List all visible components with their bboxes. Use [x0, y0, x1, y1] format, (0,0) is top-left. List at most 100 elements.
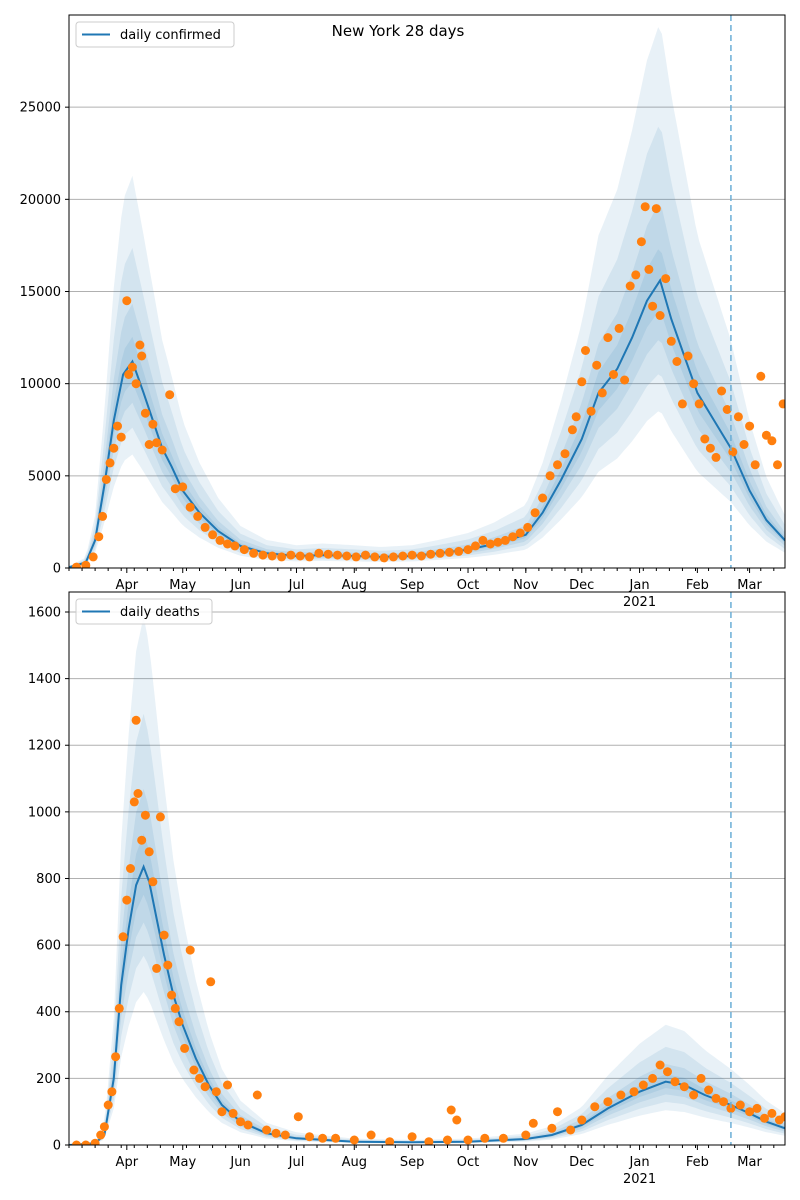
x-tick-label: Sep: [400, 1155, 425, 1170]
observed-point: [114, 1003, 124, 1013]
observed-point: [124, 370, 134, 379]
observed-point: [239, 545, 249, 555]
observed-point: [157, 445, 167, 455]
observed-point: [616, 1090, 626, 1100]
observed-point: [620, 375, 630, 385]
observed-point: [137, 835, 147, 845]
plot-area: [69, 616, 785, 1145]
observed-point: [644, 264, 654, 274]
observed-point: [140, 408, 150, 418]
observed-point: [663, 1067, 672, 1077]
observed-point: [267, 551, 277, 561]
y-tick-label: 10000: [20, 377, 61, 392]
observed-point: [478, 535, 488, 545]
observed-point: [745, 1107, 755, 1117]
observed-point: [314, 548, 324, 558]
observed-point: [648, 301, 658, 311]
observed-point: [498, 1133, 508, 1143]
observed-point: [159, 930, 169, 940]
observed-point: [592, 360, 602, 370]
observed-point: [140, 810, 150, 820]
observed-point: [366, 1130, 376, 1140]
observed-point: [331, 1133, 341, 1143]
observed-point: [163, 960, 173, 970]
observed-point: [407, 550, 417, 560]
uncertainty-band: [69, 788, 785, 1145]
x-tick-label: Apr: [116, 578, 139, 593]
observed-point: [236, 1117, 245, 1127]
observed-point: [655, 1060, 665, 1070]
observed-point: [696, 1073, 706, 1083]
x-tick-label: May: [169, 578, 196, 593]
observed-point: [636, 237, 646, 247]
observed-point: [174, 1017, 184, 1027]
observed-point: [553, 460, 562, 470]
observed-point: [133, 789, 143, 798]
observed-point: [103, 1100, 113, 1110]
observed-point: [180, 1043, 190, 1053]
observed-point: [105, 458, 115, 468]
observed-point: [185, 502, 195, 512]
observed-point: [463, 545, 473, 555]
y-tick-label: 200: [36, 1072, 61, 1087]
observed-point: [258, 550, 268, 560]
observed-point: [81, 1140, 91, 1145]
x-year-label: 2021: [623, 1172, 656, 1187]
observed-point: [566, 1125, 576, 1135]
observed-point: [640, 202, 650, 212]
observed-point: [243, 1120, 253, 1130]
observed-point: [463, 1135, 473, 1145]
observed-point: [655, 311, 665, 320]
y-tick-label: 1200: [28, 739, 61, 754]
x-tick-label: Jul: [288, 578, 305, 593]
observed-point: [118, 932, 128, 942]
y-tick-label: 1400: [28, 672, 61, 687]
observed-point: [683, 351, 693, 361]
x-year-label: 2021: [623, 595, 656, 610]
observed-point: [111, 1052, 121, 1062]
observed-point: [733, 412, 743, 422]
observed-point: [577, 377, 587, 387]
observed-point: [148, 419, 158, 429]
observed-point: [773, 460, 782, 470]
observed-point: [571, 412, 581, 422]
observed-point: [116, 432, 126, 442]
y-tick-label: 5000: [28, 469, 61, 484]
y-tick-label: 20000: [20, 193, 61, 208]
y-tick-label: 15000: [20, 285, 61, 300]
observed-point: [101, 475, 111, 484]
observed-point: [614, 323, 624, 333]
observed-point: [446, 1105, 456, 1115]
legend-box: [75, 21, 235, 48]
x-tick-label: Jan: [629, 1155, 650, 1170]
observed-point: [295, 551, 305, 561]
observed-point: [122, 296, 132, 306]
observed-point: [717, 386, 727, 396]
observed-point: [90, 1138, 100, 1145]
x-tick-label: Nov: [513, 1155, 539, 1170]
observed-point: [711, 452, 721, 462]
x-tick-label: Mar: [737, 1155, 762, 1170]
observed-point: [98, 511, 108, 521]
observed-point: [223, 539, 232, 549]
y-tick-label: 1600: [28, 605, 61, 620]
legend: daily confirmed: [75, 21, 235, 48]
observed-point: [361, 550, 370, 560]
observed-point: [661, 274, 671, 284]
observed-point: [689, 1090, 699, 1100]
observed-point: [208, 530, 218, 540]
x-tick-label: Oct: [457, 578, 479, 593]
observed-point: [333, 550, 342, 560]
uncertainty-band: [69, 126, 785, 568]
observed-point: [424, 1137, 434, 1145]
observed-point: [672, 357, 682, 366]
observed-point: [135, 340, 145, 350]
observed-point: [148, 877, 158, 887]
observed-point: [107, 1087, 117, 1097]
observed-point: [689, 379, 699, 389]
observed-point: [293, 1112, 303, 1122]
observed-point: [722, 405, 732, 414]
y-tick-label: 25000: [20, 101, 61, 116]
observed-point: [99, 1122, 109, 1132]
observed-point: [416, 551, 426, 561]
